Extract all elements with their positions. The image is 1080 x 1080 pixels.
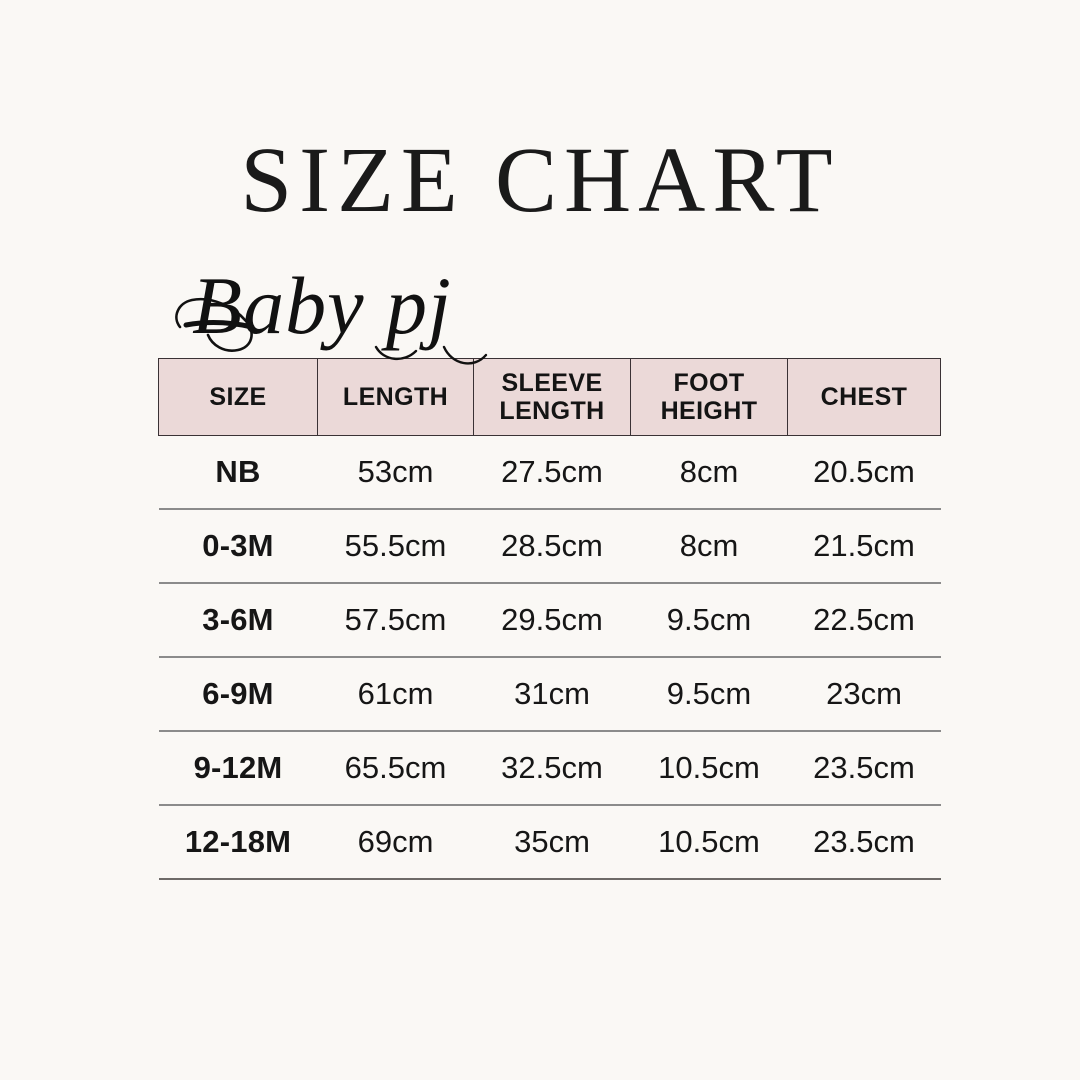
- cell-chest: 23cm: [787, 657, 941, 732]
- cell-sleeve: 28.5cm: [473, 509, 631, 584]
- cell-foot: 10.5cm: [630, 731, 788, 806]
- column-header-size-line1: SIZE: [209, 383, 267, 411]
- cell-length: 53cm: [317, 435, 474, 510]
- cell-size: 9-12M: [158, 731, 318, 806]
- cell-length: 61cm: [317, 657, 474, 732]
- page-title: SIZE CHART: [240, 129, 840, 232]
- column-header-size: SIZE: [158, 358, 318, 436]
- column-header-length-line1: LENGTH: [342, 383, 449, 411]
- cell-foot: 9.5cm: [630, 583, 788, 658]
- table-header-row: SIZE LENGTH SLEEVE LENGTH FOOT HEIGHT CH: [158, 358, 941, 436]
- cell-sleeve: 27.5cm: [473, 435, 631, 510]
- table-row: 9-12M 65.5cm 32.5cm 10.5cm 23.5cm: [158, 731, 941, 806]
- column-header-foot-line2: HEIGHT: [660, 397, 758, 425]
- cell-length: 55.5cm: [317, 509, 474, 584]
- column-header-sleeve-length: SLEEVE LENGTH: [473, 358, 631, 436]
- size-table: SIZE LENGTH SLEEVE LENGTH FOOT HEIGHT CH: [158, 358, 941, 880]
- cell-size: 3-6M: [158, 583, 318, 658]
- table-row: NB 53cm 27.5cm 8cm 20.5cm: [158, 435, 941, 510]
- cell-chest: 21.5cm: [787, 509, 941, 584]
- column-header-foot-height: FOOT HEIGHT: [630, 358, 788, 436]
- size-table-container: SIZE LENGTH SLEEVE LENGTH FOOT HEIGHT CH: [158, 358, 941, 880]
- table-row: 0-3M 55.5cm 28.5cm 8cm 21.5cm: [158, 509, 941, 584]
- table-row: 3-6M 57.5cm 29.5cm 9.5cm 22.5cm: [158, 583, 941, 658]
- brand-script-wordmark: Baby pj: [168, 255, 688, 375]
- cell-chest: 20.5cm: [787, 435, 941, 510]
- brand-script-text: Baby pj: [192, 260, 452, 351]
- cell-size: 12-18M: [158, 805, 318, 880]
- column-header-chest-line1: CHEST: [820, 383, 908, 411]
- cell-sleeve: 35cm: [473, 805, 631, 880]
- cell-foot: 10.5cm: [630, 805, 788, 880]
- cell-length: 65.5cm: [317, 731, 474, 806]
- table-row: 6-9M 61cm 31cm 9.5cm 23cm: [158, 657, 941, 732]
- cell-length: 69cm: [317, 805, 474, 880]
- table-header: SIZE LENGTH SLEEVE LENGTH FOOT HEIGHT CH: [158, 358, 941, 436]
- cell-foot: 8cm: [630, 509, 788, 584]
- cell-sleeve: 32.5cm: [473, 731, 631, 806]
- cell-chest: 23.5cm: [787, 805, 941, 880]
- cell-foot: 8cm: [630, 435, 788, 510]
- cell-size: NB: [158, 435, 318, 510]
- column-header-length: LENGTH: [317, 358, 474, 436]
- cell-length: 57.5cm: [317, 583, 474, 658]
- column-header-sleeve-line1: SLEEVE: [501, 369, 603, 397]
- cell-sleeve: 31cm: [473, 657, 631, 732]
- table-body: NB 53cm 27.5cm 8cm 20.5cm 0-3M 55.5cm 28…: [158, 435, 941, 880]
- swash-underline-icon: [183, 320, 255, 330]
- cell-sleeve: 29.5cm: [473, 583, 631, 658]
- cell-chest: 23.5cm: [787, 731, 941, 806]
- cell-foot: 9.5cm: [630, 657, 788, 732]
- cell-size: 6-9M: [158, 657, 318, 732]
- cell-size: 0-3M: [158, 509, 318, 584]
- swash-flourish-icon: [175, 297, 253, 352]
- table-row: 12-18M 69cm 35cm 10.5cm 23.5cm: [158, 805, 941, 880]
- column-header-sleeve-line2: LENGTH: [499, 397, 605, 425]
- column-header-foot-line1: FOOT: [673, 369, 745, 397]
- cell-chest: 22.5cm: [787, 583, 941, 658]
- column-header-chest: CHEST: [787, 358, 941, 436]
